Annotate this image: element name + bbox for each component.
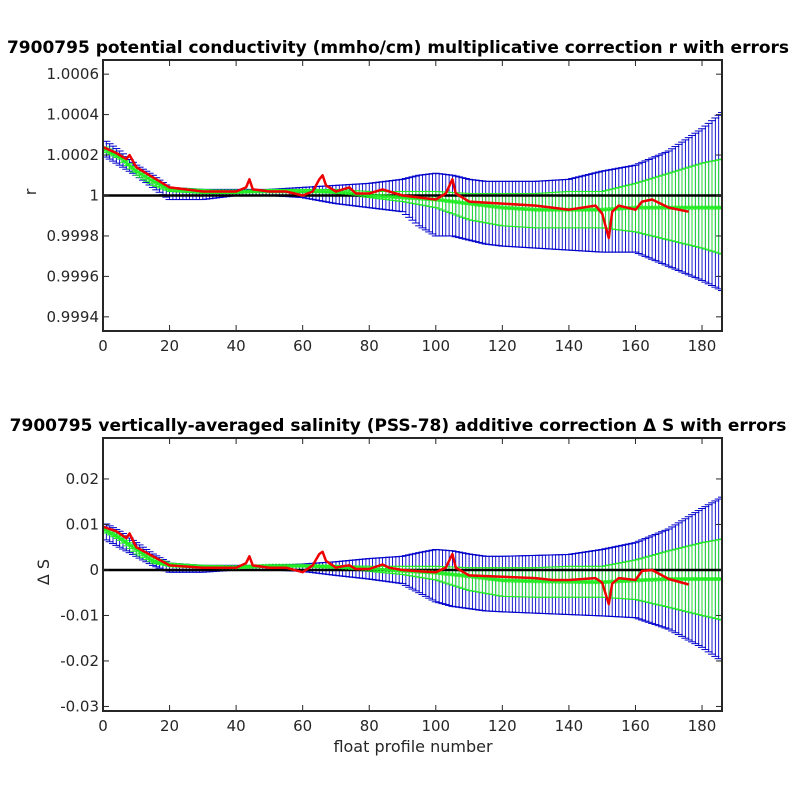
x-tick-label: 180	[688, 717, 717, 735]
bottom-x-axis-label: float profile number	[333, 737, 493, 756]
y-tick-label: 0.9994	[47, 308, 100, 326]
y-tick-label: 0.9996	[47, 267, 100, 285]
fit-marker	[130, 166, 136, 171]
fit-marker	[124, 540, 129, 545]
y-tick-label: 1.0006	[47, 65, 100, 83]
x-tick-label: 120	[488, 337, 517, 355]
y-tick-label: 0.9998	[47, 227, 100, 245]
y-tick-label: 0	[89, 561, 99, 579]
y-tick-label: -0.01	[60, 606, 99, 624]
y-tick-label: 1.0004	[47, 106, 100, 124]
x-tick-label: 100	[421, 717, 450, 735]
red-correction-line	[103, 145, 689, 240]
y-tick-label: -0.02	[60, 652, 99, 670]
x-tick-label: 180	[688, 337, 717, 355]
x-tick-label: 160	[621, 717, 650, 735]
fit-marker	[114, 534, 119, 539]
bottom-plot-layer: 0 20 40 60 80 100 120 140 160 180 -0.03 -0.02 -0.01 0…	[60, 437, 723, 735]
y-tick-label: -0.03	[60, 697, 99, 715]
bottom-y-axis-label: Δ S	[34, 559, 53, 585]
top-y-axis-label: r	[21, 188, 40, 195]
x-tick-label: 60	[293, 717, 312, 735]
x-tick-label: 160	[621, 337, 650, 355]
fit-marker	[117, 535, 122, 541]
fit-marker	[127, 542, 132, 548]
x-tick-label: 140	[555, 337, 584, 355]
x-tick-label: 0	[98, 337, 108, 355]
fit-marker	[144, 175, 149, 180]
x-tick-label: 80	[360, 337, 379, 355]
x-tick-label: 40	[227, 717, 246, 735]
fit-marker	[144, 554, 149, 559]
y-tick-label: 1.0002	[47, 146, 100, 164]
x-tick-label: 60	[293, 337, 312, 355]
fit-marker	[719, 576, 722, 582]
y-tick-label: 0.02	[66, 470, 99, 488]
x-tick-label: 0	[98, 717, 108, 735]
fit-marker	[150, 179, 156, 184]
x-tick-label: 20	[160, 717, 179, 735]
red-correction-line	[103, 525, 690, 606]
fit-marker	[140, 173, 146, 178]
x-tick-label: 40	[227, 337, 246, 355]
fit-marker	[154, 180, 159, 186]
fit-marker	[137, 171, 142, 176]
fit-marker	[719, 205, 722, 210]
x-tick-label: 80	[360, 717, 379, 735]
bottom-panel: 7900795 vertically-averaged salinity (PS…	[10, 416, 787, 756]
axes-frame	[102, 437, 723, 712]
top-chart-title: 7900795 potential conductivity (mmho/cm)…	[7, 38, 789, 58]
fit-marker	[124, 160, 129, 165]
x-tick-label: 140	[555, 717, 584, 735]
fit-marker	[107, 530, 112, 535]
fit-marker	[147, 177, 152, 182]
top-plot-layer: 0 20 40 60 80 100 120 140 160 180 0.9994 0.9996 0.99…	[47, 59, 723, 355]
fit-marker	[130, 545, 136, 550]
fit-marker	[120, 538, 126, 543]
plot-content	[103, 112, 722, 292]
x-tick-label: 100	[421, 337, 450, 355]
fit-marker	[127, 163, 132, 168]
top-panel: 7900795 potential conductivity (mmho/cm)…	[7, 38, 789, 355]
fit-marker	[110, 532, 116, 537]
x-tick-label: 20	[160, 337, 179, 355]
plot-content	[103, 496, 722, 662]
bottom-chart-title: 7900795 vertically-averaged salinity (PS…	[10, 416, 787, 436]
y-tick-label: 1	[89, 187, 99, 205]
fit-marker	[134, 169, 139, 174]
y-tick-label: 0.01	[66, 515, 99, 533]
fit-marker	[147, 556, 152, 561]
x-tick-label: 120	[488, 717, 517, 735]
